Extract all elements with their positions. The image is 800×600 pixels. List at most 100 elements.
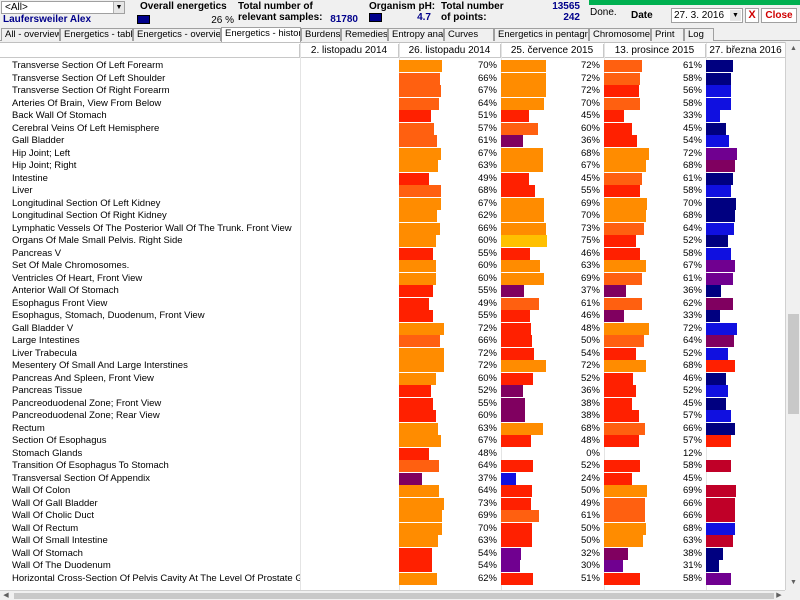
energy-bar [706, 210, 735, 222]
table-row[interactable]: Pancreas And Spleen, Front View 60% 52% 46% [0, 372, 785, 386]
horizontal-scrollbar[interactable]: ◀ ▶ [0, 590, 785, 600]
table-row[interactable]: Pancreas Tissue 52% 36% 52% [0, 385, 785, 398]
table-row[interactable]: Transverse Section Of Left Forearm 70% 72%… [0, 60, 785, 73]
percent-value: 57% [682, 435, 702, 446]
scrollbar-thumb[interactable] [788, 314, 799, 414]
date-picker[interactable]: 27. 3. 2016 ▼ [671, 8, 743, 23]
table-row[interactable]: Transversal Section Of Appendix 37% 24% 45% [0, 472, 785, 486]
table-row[interactable]: Arteries Of Brain, View From Below 64% 70%… [0, 97, 785, 111]
table-row[interactable]: Wall Of The Duodenum 54% 30% 31% [0, 560, 785, 573]
table-row[interactable]: Section Of Esophagus 67% 48% 57% [0, 435, 785, 448]
close-button[interactable]: Close [761, 8, 797, 23]
column-header[interactable]: 27. března 2016 [706, 44, 785, 58]
percent-value: 33% [682, 310, 702, 321]
table-row[interactable]: Large Intestines 66% 50% 64% [0, 335, 785, 348]
scroll-right-icon[interactable]: ▶ [776, 592, 782, 599]
energy-bar [604, 472, 632, 485]
column-header[interactable]: 25. července 2015 [501, 44, 604, 58]
table-row[interactable]: Transverse Section Of Left Shoulder 66% 72… [0, 72, 785, 86]
table-row[interactable]: Pancreoduodenal Zone; Rear View 60% 38% 57% [0, 410, 785, 423]
row-name: Anterior Wall Of Stomach [12, 285, 119, 296]
column-header[interactable]: 2. listopadu 2014 [300, 44, 399, 58]
energy-bar [706, 410, 731, 422]
table-row[interactable]: Intestine 49% 45% 61% [0, 172, 785, 186]
energy-bar [706, 110, 720, 122]
energy-bar [706, 322, 737, 335]
table-row[interactable]: Anterior Wall Of Stomach 55% 37% 36% [0, 285, 785, 298]
tab-curves[interactable]: Curves [444, 28, 494, 41]
filter-combobox[interactable]: <All> ▼ [1, 1, 125, 14]
percent-value: 55% [477, 397, 497, 409]
tab-energetics-in-pentagram[interactable]: Energetics in pentagram [494, 28, 589, 41]
table-row[interactable]: Esophagus, Stomach, Duodenum, Front View… [0, 310, 785, 323]
table-row[interactable]: Ventricles Of Heart, Front View 60% 69% 61% [0, 272, 785, 286]
tab-log[interactable]: Log [684, 28, 714, 41]
energy-bar [501, 185, 535, 197]
table-row[interactable]: Wall Of Rectum 70% 50% 68% [0, 522, 785, 536]
table-row[interactable]: Gall Bladder V 72% 48% 72% [0, 322, 785, 336]
name-column-header[interactable] [0, 44, 300, 58]
clear-date-button[interactable]: X [745, 8, 759, 23]
energy-bar [604, 347, 636, 360]
tab-remedies[interactable]: Remedies [341, 28, 388, 41]
tab-energetics-table[interactable]: Energetics - table [60, 28, 133, 41]
table-row[interactable]: Longitudinal Section Of Left Kidney 67% 69… [0, 197, 785, 211]
percent-value: 61% [477, 135, 497, 146]
energy-bar [399, 72, 440, 85]
tab-energetics-overview[interactable]: Energetics - overview [133, 28, 221, 41]
scroll-down-icon[interactable]: ▼ [790, 579, 797, 586]
table-row[interactable]: Pancreoduodenal Zone; Front View 55% 38% 45… [0, 397, 785, 411]
table-row[interactable]: Rectum 63% 68% 66% [0, 422, 785, 436]
column-header[interactable]: 26. listopadu 2014 [399, 44, 501, 58]
energy-bar [399, 572, 437, 585]
table-row[interactable]: Hip Joint; Left 67% 68% 72% [0, 147, 785, 161]
tab-chromosomes[interactable]: Chromosomes [589, 28, 651, 41]
table-row[interactable]: Organs Of Male Small Pelvis. Right Side 6… [0, 235, 785, 248]
table-row[interactable]: Longitudinal Section Of Right Kidney 62% 7… [0, 210, 785, 223]
column-header[interactable]: 13. prosince 2015 [604, 44, 706, 58]
vertical-scrollbar[interactable]: ▲ ▼ [785, 42, 800, 590]
percent-value: 52% [580, 372, 600, 384]
tab-energetics-history[interactable]: Energetics - history [221, 27, 301, 42]
scroll-left-icon[interactable]: ◀ [3, 592, 9, 599]
percent-value: 48% [580, 322, 600, 334]
percent-value: 38% [580, 397, 600, 409]
table-row[interactable]: Wall Of Stomach 54% 32% 38% [0, 547, 785, 561]
tab-print[interactable]: Print [651, 28, 684, 41]
table-row[interactable]: Wall Of Cholic Duct 69% 61% 66% [0, 510, 785, 523]
table-row[interactable]: Lymphatic Vessels Of The Posterior Wall … [0, 222, 785, 236]
percent-value: 37% [580, 285, 600, 296]
chevron-down-icon[interactable]: ▼ [113, 2, 124, 13]
tab-entropy-analysis[interactable]: Entropy analysis [388, 28, 444, 41]
percent-value: 69% [477, 510, 497, 521]
energetics-color-swatch [137, 15, 150, 24]
table-row[interactable]: Wall Of Gall Bladder 73% 49% 66% [0, 497, 785, 511]
table-row[interactable]: Stomach Glands 48% 0% 12% [0, 447, 785, 461]
percent-value: 64% [477, 97, 497, 109]
tab-burdens[interactable]: Burdens [301, 28, 341, 41]
ph-value: 4.7 [417, 12, 431, 23]
table-row[interactable]: Cerebral Veins Of Left Hemisphere 57% 60% 4… [0, 122, 785, 136]
table-row[interactable]: Set Of Male Chromosomes. 60% 63% 67% [0, 260, 785, 273]
horizontal-scrollbar-thumb[interactable] [14, 593, 774, 599]
calendar-dropdown-icon[interactable]: ▼ [730, 10, 741, 21]
row-name: Back Wall Of Stomach [12, 110, 107, 121]
table-row[interactable]: Back Wall Of Stomach 51% 45% 33% [0, 110, 785, 123]
table-row[interactable]: Esophagus Front View 49% 61% 62% [0, 297, 785, 311]
table-row[interactable]: Transition Of Esophagus To Stomach 64% 52%… [0, 460, 785, 473]
table-row[interactable]: Hip Joint; Right 63% 67% 68% [0, 160, 785, 173]
tab-all-overview[interactable]: All - overview [1, 28, 60, 41]
table-row[interactable]: Horizontal Cross-Section Of Pelvis Cavit… [0, 572, 785, 586]
table-row[interactable]: Gall Bladder 61% 36% 54% [0, 135, 785, 148]
scroll-up-icon[interactable]: ▲ [790, 45, 797, 52]
table-row[interactable]: Wall Of Colon 64% 50% 69% [0, 485, 785, 498]
table-row[interactable]: Pancreas V 55% 46% 58% [0, 247, 785, 261]
table-row[interactable]: Wall Of Small Intestine 63% 50% 63% [0, 535, 785, 548]
energy-bar [399, 297, 429, 310]
table-row[interactable]: Mesentery Of Small And Large Interstines… [0, 360, 785, 373]
table-row[interactable]: Transverse Section Of Right Forearm 67% 72… [0, 85, 785, 98]
energy-bar [604, 210, 646, 222]
table-row[interactable]: Liver Trabecula 72% 54% 52% [0, 347, 785, 361]
percent-value: 58% [682, 72, 702, 84]
table-row[interactable]: Liver 68% 55% 58% [0, 185, 785, 198]
